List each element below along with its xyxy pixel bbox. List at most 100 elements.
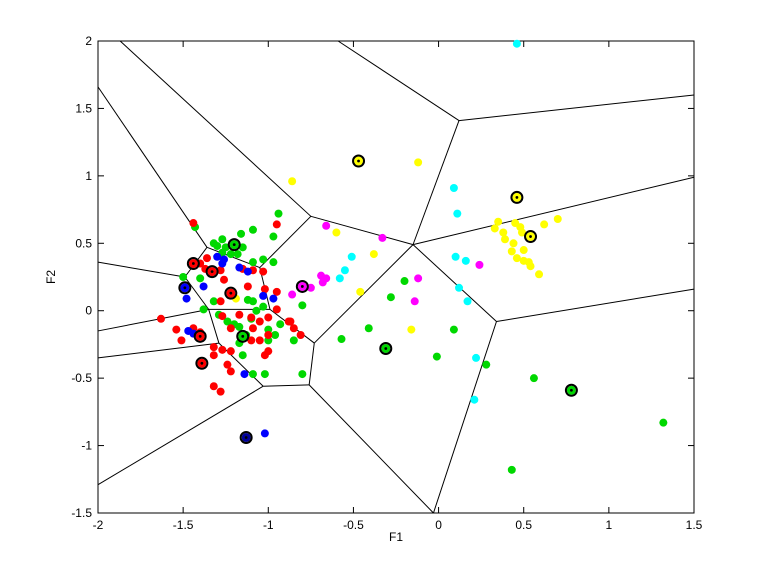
y-tick-label: 1 [85, 169, 92, 183]
data-point-class-green [196, 274, 205, 283]
data-point-class-green [482, 360, 491, 369]
ring-point-outline [239, 430, 253, 444]
data-point-class-green [289, 336, 298, 345]
voronoi-edge [496, 288, 695, 322]
y-tick-label: 0.5 [75, 236, 92, 250]
data-point-class-yellow [414, 158, 423, 167]
voronoi-edge [412, 120, 460, 245]
ring-marked-point [224, 286, 238, 300]
voronoi-edge [263, 384, 310, 387]
ring-marked-point [178, 281, 192, 295]
data-point-class-blue [182, 294, 191, 303]
data-point-class-yellow [356, 287, 365, 296]
data-point-class-green [259, 255, 268, 264]
data-point-class-red [255, 336, 264, 345]
ring-point-center-dot [529, 235, 532, 238]
scatter-points [157, 39, 668, 474]
y-tick-label: -1 [81, 439, 92, 453]
data-point-class-green [269, 232, 278, 241]
ring-point-center-dot [191, 262, 195, 265]
voronoi-edge [308, 343, 315, 385]
ring-marked-point [239, 430, 253, 444]
y-tick-label: 1.5 [75, 101, 92, 115]
ring-point-outline [236, 329, 250, 343]
data-point-class-red [177, 336, 186, 345]
data-point-class-green [248, 370, 257, 379]
data-point-class-blue [259, 291, 268, 300]
data-point-class-blue [269, 294, 278, 303]
data-point-class-red [260, 285, 269, 294]
ring-point-center-dot [232, 243, 236, 247]
data-point-class-green [179, 273, 188, 281]
ring-point-center-dot [300, 285, 304, 288]
voronoi-lines [97, 40, 695, 514]
x-tick-label: 1 [606, 518, 613, 532]
data-point-class-red [289, 324, 298, 333]
ring-point-center-dot [357, 159, 360, 163]
ring-marked-point [352, 154, 366, 168]
ring-point-center-dot [200, 361, 204, 365]
data-point-class-green [507, 465, 516, 474]
ring-point-center-dot [198, 334, 202, 338]
data-point-class-cyan [463, 297, 472, 306]
y-tick-label: 2 [85, 34, 92, 48]
data-point-class-cyan [453, 209, 462, 218]
data-point-class-yellow [540, 220, 549, 229]
data-point-class-cyan [449, 183, 458, 192]
data-point-class-magenta [410, 297, 419, 306]
data-point-class-red [226, 324, 235, 333]
voronoi-edge [97, 86, 208, 248]
data-point-class-blue [235, 263, 244, 272]
ring-point-center-dot [569, 388, 573, 392]
ring-point-center-dot [210, 270, 214, 274]
data-point-class-yellow [499, 228, 508, 237]
x-tick-label: -1.5 [173, 518, 194, 532]
data-point-class-red [243, 282, 252, 291]
ring-point-center-dot [241, 334, 245, 338]
data-point-class-green [237, 229, 246, 238]
data-point-class-yellow [288, 177, 297, 186]
data-point-class-yellow [509, 239, 518, 248]
data-point-class-cyan [472, 353, 481, 362]
voronoi-edge [337, 40, 460, 121]
ring-marked-point [205, 265, 219, 279]
data-point-class-yellow [553, 215, 562, 224]
data-point-class-yellow [369, 250, 378, 259]
data-point-class-red [286, 317, 295, 326]
ring-point-outline [193, 329, 207, 343]
data-point-class-yellow [490, 224, 499, 233]
data-point-class-green [298, 301, 307, 310]
data-point-class-green [659, 418, 668, 427]
data-point-class-green [432, 352, 441, 361]
data-point-class-red [226, 367, 235, 376]
ring-marked-point [524, 230, 538, 244]
data-point-class-red [272, 305, 281, 314]
data-point-class-red [209, 382, 218, 391]
ring-marked-point [236, 329, 250, 343]
data-point-class-green [260, 370, 269, 379]
ring-point-center-dot [384, 347, 388, 350]
y-tick-label: 0 [85, 304, 92, 318]
ring-point-center-dot [244, 436, 248, 439]
data-point-class-cyan [470, 395, 479, 404]
ring-point-outline [379, 341, 393, 355]
data-point-class-green [449, 325, 458, 334]
ring-point-outline [510, 190, 524, 204]
data-point-class-red [216, 266, 225, 275]
voronoi-edge [208, 309, 220, 344]
data-point-class-red [272, 287, 281, 296]
voronoi-edge [458, 94, 695, 122]
ring-point-center-dot [229, 291, 233, 295]
data-point-class-green [248, 225, 257, 234]
data-point-class-green [226, 250, 235, 259]
voronoi-edge [97, 261, 185, 278]
data-point-class-green [364, 324, 373, 333]
data-point-class-yellow [500, 235, 509, 244]
voronoi-edge [97, 342, 219, 359]
data-point-class-blue [213, 252, 222, 261]
data-point-class-red [220, 275, 229, 284]
data-point-class-yellow [526, 262, 535, 271]
data-point-class-magenta [378, 233, 387, 242]
ring-marked-point [564, 383, 578, 397]
ring-point-center-dot [183, 286, 187, 290]
